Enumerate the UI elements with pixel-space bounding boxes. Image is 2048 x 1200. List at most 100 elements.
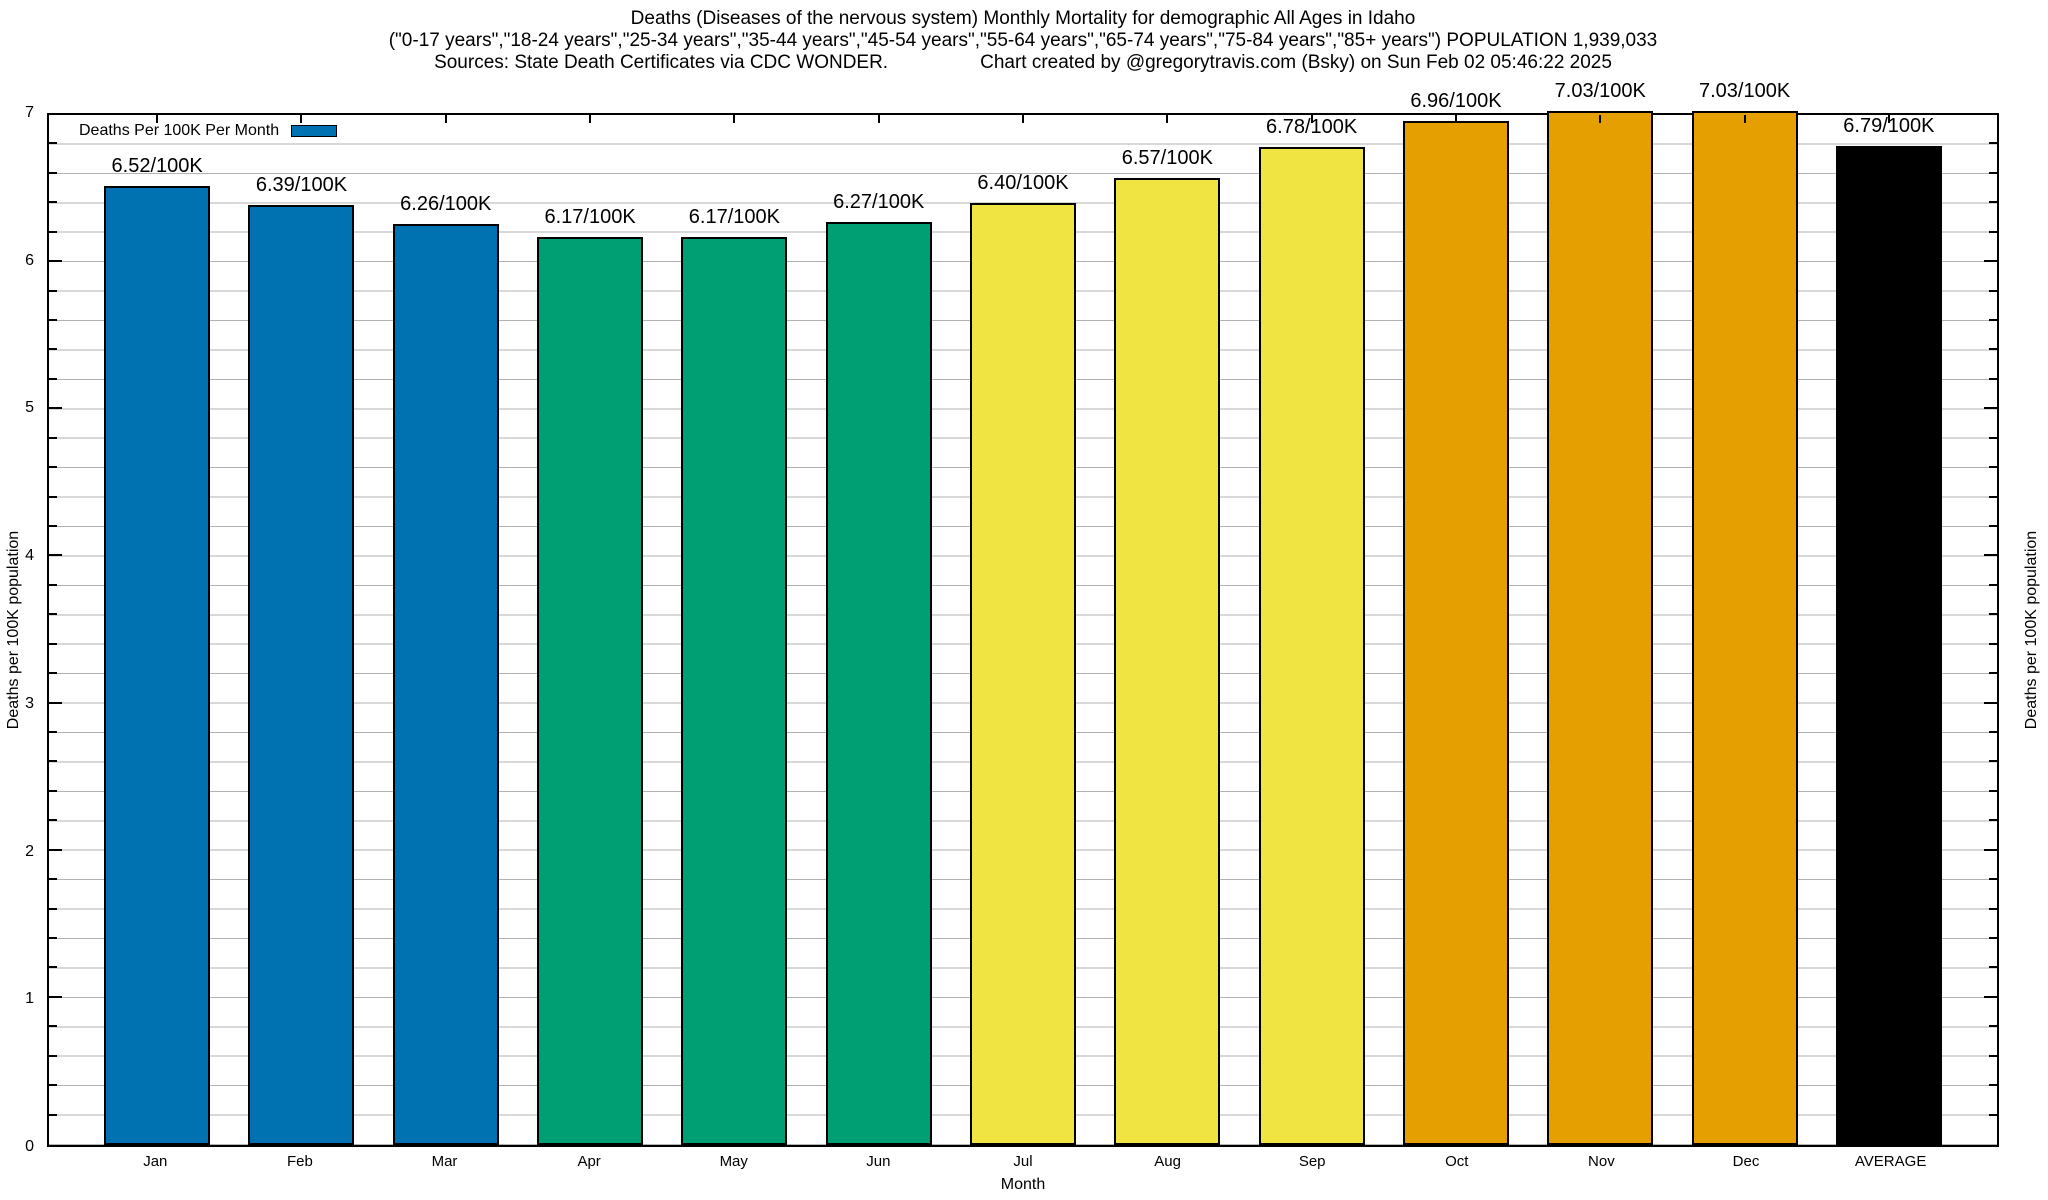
minor-y-tick	[1989, 319, 1997, 321]
minor-y-tick	[1989, 377, 1997, 380]
chart-title: Deaths (Diseases of the nervous system) …	[630, 8, 1416, 29]
y-axis-tick-labels: 0 1 2 3 4 5 6 7	[0, 105, 41, 1155]
minor-y-tick	[1989, 642, 1997, 645]
bar-value-label: 6.27/100K	[833, 191, 925, 214]
top-axis-tick	[1166, 115, 1169, 123]
minor-y-tick	[1989, 171, 1997, 174]
x-tick-label-average: AVERAGE	[1854, 1153, 1927, 1170]
minor-y-tick	[1989, 937, 1997, 939]
bar-value-label: 6.57/100K	[1121, 147, 1213, 170]
bar-slot-may: 6.17/100K	[662, 115, 806, 1145]
bar-slot-aug: 6.57/100K	[1095, 115, 1239, 1145]
y-tick-label-0: 0	[25, 1138, 34, 1155]
bar-value-label: 6.96/100K	[1410, 89, 1502, 112]
minor-y-tick	[1989, 731, 1997, 733]
minor-y-tick	[49, 525, 57, 527]
bar-slot-dec: 7.03/100K	[1672, 80, 1816, 1145]
minor-y-tick	[49, 907, 57, 910]
minor-y-tick	[1989, 1054, 1997, 1057]
legend: Deaths Per 100K Per Month	[79, 122, 338, 140]
minor-y-tick	[49, 672, 57, 675]
bar-slot-nov: 7.03/100K	[1528, 80, 1672, 1145]
minor-y-tick	[1989, 466, 1997, 469]
minor-y-tick	[1989, 1084, 1997, 1087]
minor-y-tick	[1989, 907, 1997, 910]
minor-y-tick	[1989, 436, 1997, 439]
major-y-tick	[1984, 995, 1997, 998]
bar-feb	[248, 204, 355, 1145]
major-y-tick	[1984, 701, 1997, 704]
bar-slot-apr: 6.17/100K	[518, 115, 662, 1145]
minor-y-tick	[49, 289, 57, 292]
chart-subtitle-demographics: ("0-17 years","18-24 years","25-34 years…	[388, 30, 1658, 51]
major-y-tick	[49, 848, 62, 851]
top-axis-tick	[1887, 115, 1890, 123]
y-tick-label-3: 3	[25, 694, 34, 712]
bar-oct	[1402, 120, 1509, 1145]
bar-average	[1835, 145, 1942, 1145]
minor-y-tick	[49, 819, 57, 822]
minor-y-tick	[1989, 201, 1997, 204]
minor-y-tick	[1989, 613, 1997, 616]
x-tick-label-jun: Jun	[866, 1153, 891, 1170]
x-tick-label-oct: Oct	[1445, 1153, 1469, 1170]
minor-y-tick	[1989, 789, 1997, 792]
x-tick-label-jul: Jul	[1013, 1153, 1033, 1170]
bar-value-label: 6.26/100K	[400, 192, 492, 215]
bars-container: 6.52/100K 6.39/100K 6.26/100K 6.17/100K 6.17…	[49, 80, 1997, 1145]
minor-y-tick	[1989, 819, 1997, 822]
bar-slot-jan: 6.52/100K	[85, 115, 229, 1145]
major-y-tick	[49, 995, 62, 998]
minor-y-tick	[49, 201, 57, 204]
credit-text: Chart created by @gregorytravis.com (Bsk…	[980, 52, 1612, 73]
minor-y-tick	[49, 1113, 57, 1116]
minor-y-tick	[49, 319, 57, 321]
bar-value-label: 7.03/100K	[1554, 79, 1646, 102]
top-axis-tick	[156, 115, 159, 123]
bar-value-label: 6.78/100K	[1266, 116, 1358, 139]
top-axis-tick	[1454, 115, 1457, 123]
minor-y-tick	[49, 878, 57, 881]
minor-y-tick	[49, 230, 57, 233]
top-axis-tick	[1310, 115, 1313, 123]
minor-y-tick	[49, 583, 57, 586]
bar-value-label: 6.52/100K	[111, 154, 203, 177]
bar-value-label: 6.17/100K	[688, 206, 781, 229]
minor-y-tick	[49, 436, 57, 439]
sources-text: Sources: State Death Certificates via CD…	[434, 52, 889, 73]
bar-slot-sep: 6.78/100K	[1240, 115, 1384, 1145]
bar-slot-jun: 6.27/100K	[807, 115, 951, 1145]
major-y-tick	[49, 407, 62, 410]
bar-may	[681, 237, 788, 1145]
legend-swatch	[291, 125, 338, 137]
bar-aug	[1114, 178, 1221, 1145]
major-y-tick	[1984, 848, 1997, 851]
minor-y-tick	[1989, 672, 1997, 675]
top-axis-tick	[877, 115, 880, 123]
y-tick-label-5: 5	[25, 399, 34, 417]
minor-y-tick	[1989, 760, 1997, 763]
bar-mar	[392, 223, 499, 1145]
minor-y-tick	[49, 1054, 57, 1057]
y-axis-title-left: Deaths per 100K population	[5, 530, 22, 730]
bar-value-label: 6.39/100K	[255, 173, 348, 196]
minor-y-tick	[49, 613, 57, 616]
bar-value-label: 6.40/100K	[977, 172, 1069, 195]
bar-value-label: 6.79/100K	[1843, 114, 1935, 137]
minor-y-tick	[1989, 348, 1997, 351]
top-axis-tick	[733, 115, 736, 123]
minor-y-tick	[49, 466, 57, 469]
bar-slot-mar: 6.26/100K	[374, 115, 518, 1145]
chart-titles: Deaths (Diseases of the nervous system) …	[47, 8, 1999, 74]
x-tick-label-mar: Mar	[431, 1153, 458, 1170]
minor-y-tick	[49, 966, 57, 969]
y-tick-label-7: 7	[25, 104, 34, 121]
minor-y-tick	[1989, 525, 1997, 527]
major-y-tick	[49, 701, 62, 704]
minor-y-tick	[49, 642, 57, 645]
legend-label: Deaths Per 100K Per Month	[79, 122, 280, 139]
major-y-tick	[1984, 554, 1997, 557]
top-axis-tick	[1022, 115, 1025, 123]
bar-slot-feb: 6.39/100K	[229, 115, 373, 1145]
minor-y-tick	[49, 937, 57, 939]
